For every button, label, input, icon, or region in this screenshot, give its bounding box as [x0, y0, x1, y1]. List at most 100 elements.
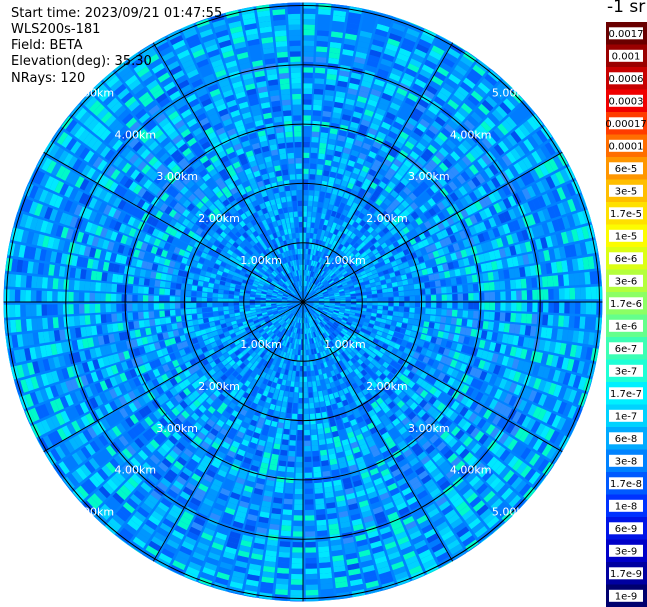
ppi-cell: [368, 207, 376, 215]
ppi-cell: [335, 212, 342, 219]
ppi-cell: [483, 282, 490, 291]
ppi-cell: [351, 302, 357, 305]
ppi-cell: [407, 246, 415, 254]
ppi-cell: [411, 53, 425, 64]
ppi-cell: [387, 267, 395, 274]
ppi-cell: [339, 214, 346, 221]
ppi-cell: [513, 267, 521, 278]
ppi-cell: [335, 300, 341, 302]
ppi-cell: [410, 179, 419, 188]
ppi-cell: [317, 423, 323, 430]
ppi-cell: [122, 322, 129, 331]
ppi-cell: [333, 107, 343, 114]
ppi-cell: [544, 126, 553, 137]
ppi-cell: [52, 291, 58, 302]
ppi-cell: [298, 414, 303, 420]
ppi-cell: [356, 264, 363, 270]
ppi-cell: [521, 188, 532, 200]
ppi-cell: [361, 305, 367, 309]
ppi-cell: [488, 164, 499, 176]
ppi-cell: [415, 103, 427, 113]
ppi-cell: [392, 22, 406, 32]
ppi-cell: [376, 313, 383, 318]
ppi-cell: [513, 109, 526, 122]
ppi-cell: [356, 255, 363, 261]
ppi-cell: [320, 186, 327, 193]
ppi-cell: [337, 207, 344, 214]
ppi-cell: [552, 275, 559, 287]
ppi-cell: [320, 588, 334, 595]
ppi-cell: [196, 303, 202, 308]
ppi-cell: [340, 297, 346, 300]
ppi-cell: [412, 319, 419, 326]
ppi-cell: [303, 67, 314, 73]
ppi-cell: [488, 250, 496, 261]
ppi-cell: [584, 241, 593, 255]
ppi-cell: [404, 140, 415, 150]
ppi-cell: [400, 177, 409, 186]
ppi-cell: [352, 221, 359, 229]
ppi-cell: [312, 260, 316, 267]
ppi-cell: [435, 257, 442, 265]
ppi-cell: [559, 168, 570, 183]
ppi-cell: [419, 223, 428, 232]
ppi-cell: [397, 286, 404, 292]
ppi-cell: [491, 332, 498, 342]
ppi-cell: [312, 266, 317, 272]
ppi-cell: [448, 73, 461, 85]
ppi-cell: [510, 148, 521, 161]
ppi-cell: [355, 217, 362, 224]
ppi-cell: [490, 260, 498, 271]
ppi-cell: [138, 320, 145, 328]
ppi-cell: [30, 304, 37, 317]
ppi-cell: [333, 276, 339, 282]
ppi-cell: [68, 304, 74, 315]
ppi-cell: [404, 267, 411, 274]
ppi-cell: [424, 314, 431, 321]
ppi-cell: [159, 317, 166, 325]
ppi-cell: [333, 155, 341, 163]
ppi-cell: [488, 205, 498, 216]
ppi-cell: [318, 2, 332, 5]
ppi-cell: [422, 254, 430, 262]
ppi-cell: [437, 211, 446, 221]
ppi-cell: [526, 302, 533, 312]
ppi-cell: [356, 231, 364, 238]
ppi-cell: [404, 196, 414, 205]
ppi-cell: [303, 2, 316, 4]
ppi-cell: [292, 408, 298, 414]
ppi-cell: [365, 211, 373, 219]
ppi-cell: [489, 147, 501, 159]
ppi-cell: [322, 224, 327, 231]
ppi-cell: [116, 303, 122, 312]
ppi-cell: [529, 168, 540, 182]
ppi-cell: [355, 310, 361, 314]
ppi-cell: [548, 248, 556, 261]
ppi-cell: [313, 297, 319, 300]
ppi-cell: [561, 184, 572, 199]
ppi-cell: [436, 302, 442, 308]
ppi-cell: [441, 209, 451, 218]
ppi-cell: [424, 260, 432, 268]
ppi-cell: [403, 307, 410, 313]
ppi-cell: [305, 254, 308, 260]
ppi-cell: [477, 157, 488, 169]
ppi-cell: [464, 167, 475, 179]
ppi-cell: [473, 302, 480, 310]
ppi-cell: [462, 238, 470, 248]
ppi-cell: [441, 219, 450, 228]
ppi-cell: [483, 252, 491, 262]
ppi-cell: [499, 102, 512, 115]
ppi-cell: [279, 546, 291, 553]
ppi-cell: [332, 112, 342, 119]
ppi-cell: [352, 167, 361, 175]
ppi-cell: [306, 227, 311, 233]
ppi-cell: [459, 267, 467, 276]
ppi-cell: [507, 195, 517, 207]
ppi-cell: [340, 299, 346, 302]
ppi-cell: [363, 223, 371, 230]
ppi-cell: [464, 98, 477, 110]
ppi-cell: [327, 143, 335, 151]
ppi-cell: [337, 219, 344, 226]
ppi-cell: [432, 214, 441, 224]
